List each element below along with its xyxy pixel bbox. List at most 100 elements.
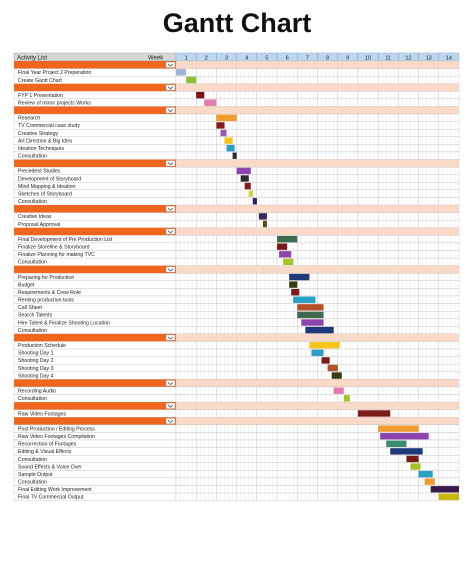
grid-cell <box>276 477 298 486</box>
grid-cell <box>357 477 379 486</box>
grid-cell <box>418 409 439 418</box>
grid-cell <box>196 129 217 137</box>
grid-cell <box>398 326 419 335</box>
grid-cell <box>317 409 338 418</box>
grid-cell <box>175 273 197 281</box>
week-header: Week <box>148 55 164 61</box>
task-bar <box>357 410 391 417</box>
grid-cell <box>175 242 197 251</box>
grid-cell <box>175 197 197 206</box>
grid-cell <box>418 364 439 372</box>
grid-cell <box>377 76 399 84</box>
grid-cell <box>337 439 359 448</box>
grid-cell <box>216 257 237 266</box>
grid-cell <box>337 326 359 335</box>
grid-cell <box>418 113 439 122</box>
chevron-down-icon <box>167 419 174 423</box>
grid-cell <box>377 136 399 145</box>
task-label: Consultation <box>18 154 47 160</box>
grid-cell <box>297 121 318 130</box>
week-number: 4 <box>245 55 248 61</box>
task-label: Creative Ideas <box>18 214 52 220</box>
grid-cell <box>297 182 318 191</box>
grid-cell <box>317 432 338 441</box>
grid-cell <box>256 144 278 153</box>
grid-cell <box>236 326 258 335</box>
task-label: Post Production / Editing Process <box>18 426 95 432</box>
grid-cell <box>337 121 359 130</box>
grid-cell <box>297 462 318 471</box>
grid-cell <box>398 485 419 494</box>
task-label: Recording Audio <box>18 389 56 395</box>
grid-cell <box>337 356 359 365</box>
grid-cell <box>337 462 359 471</box>
grid-cell <box>276 98 298 107</box>
grid-cell <box>418 242 439 251</box>
task-bar <box>424 478 435 485</box>
grid-cell <box>175 318 197 327</box>
grid-cell <box>276 386 298 395</box>
grid-cell <box>236 295 258 304</box>
grid-cell <box>175 348 197 357</box>
grid-cell <box>297 424 318 433</box>
grid-cell <box>236 310 258 319</box>
task-label: Final Year Project 2 Preperation <box>18 70 91 76</box>
task-label: Editing & Visual Effects <box>18 449 72 455</box>
grid-cell <box>297 250 318 259</box>
grid-cell <box>297 68 318 77</box>
grid-cell <box>438 91 460 100</box>
grid-cell <box>418 151 439 160</box>
grid-cell <box>216 386 237 395</box>
grid-cell <box>297 386 318 395</box>
grid-cell <box>317 197 338 206</box>
grid-cell <box>438 235 460 244</box>
grid-cell <box>297 492 318 501</box>
grid-cell <box>196 121 217 130</box>
grid-cell <box>276 144 298 153</box>
grid-cell <box>196 341 217 350</box>
grid-cell <box>337 174 359 183</box>
grid-cell <box>196 197 217 206</box>
week-number: 9 <box>346 55 349 61</box>
grid-cell <box>297 136 318 145</box>
grid-cell <box>418 235 439 244</box>
grid-cell <box>337 242 359 251</box>
task-bar <box>248 190 253 197</box>
section-dropdown-button <box>165 418 176 425</box>
task-label: Sound Effects & Voice Over <box>18 464 82 470</box>
grid-cell <box>216 364 237 372</box>
grid-cell <box>398 68 419 77</box>
grid-cell <box>398 166 419 175</box>
section-dropdown-button <box>165 61 176 68</box>
grid-cell <box>216 409 237 418</box>
grid-cell <box>216 455 237 463</box>
grid-cell <box>438 386 460 395</box>
grid-cell <box>216 371 237 380</box>
chevron-down-icon <box>167 162 174 166</box>
grid-cell <box>337 136 359 145</box>
grid-cell <box>438 250 460 259</box>
task-label: Hire Talent & Finalize Shooting Location <box>18 320 110 326</box>
grid-cell <box>398 288 419 297</box>
grid-cell <box>418 386 439 395</box>
grid-cell <box>337 235 359 244</box>
grid-cell <box>377 341 399 350</box>
grid-cell <box>236 371 258 380</box>
grid-cell <box>216 68 237 77</box>
task-label: Sketches of Storyboard <box>18 191 72 197</box>
task-bar <box>186 76 197 84</box>
grid-cell <box>418 197 439 206</box>
task-bar <box>244 182 251 190</box>
task-label: Review of minor projects Works <box>18 101 91 107</box>
grid-cell <box>216 477 237 486</box>
task-label: FYP 1 Presentation <box>18 93 63 99</box>
grid-cell <box>216 424 237 433</box>
grid-cell <box>337 485 359 494</box>
task-label: Shooting Day 1 <box>18 351 54 357</box>
grid-cell <box>196 394 217 403</box>
grid-cell <box>297 257 318 266</box>
task-bar <box>224 137 233 144</box>
grid-cell <box>438 341 460 350</box>
grid-cell <box>357 455 379 463</box>
grid-cell <box>216 470 237 479</box>
